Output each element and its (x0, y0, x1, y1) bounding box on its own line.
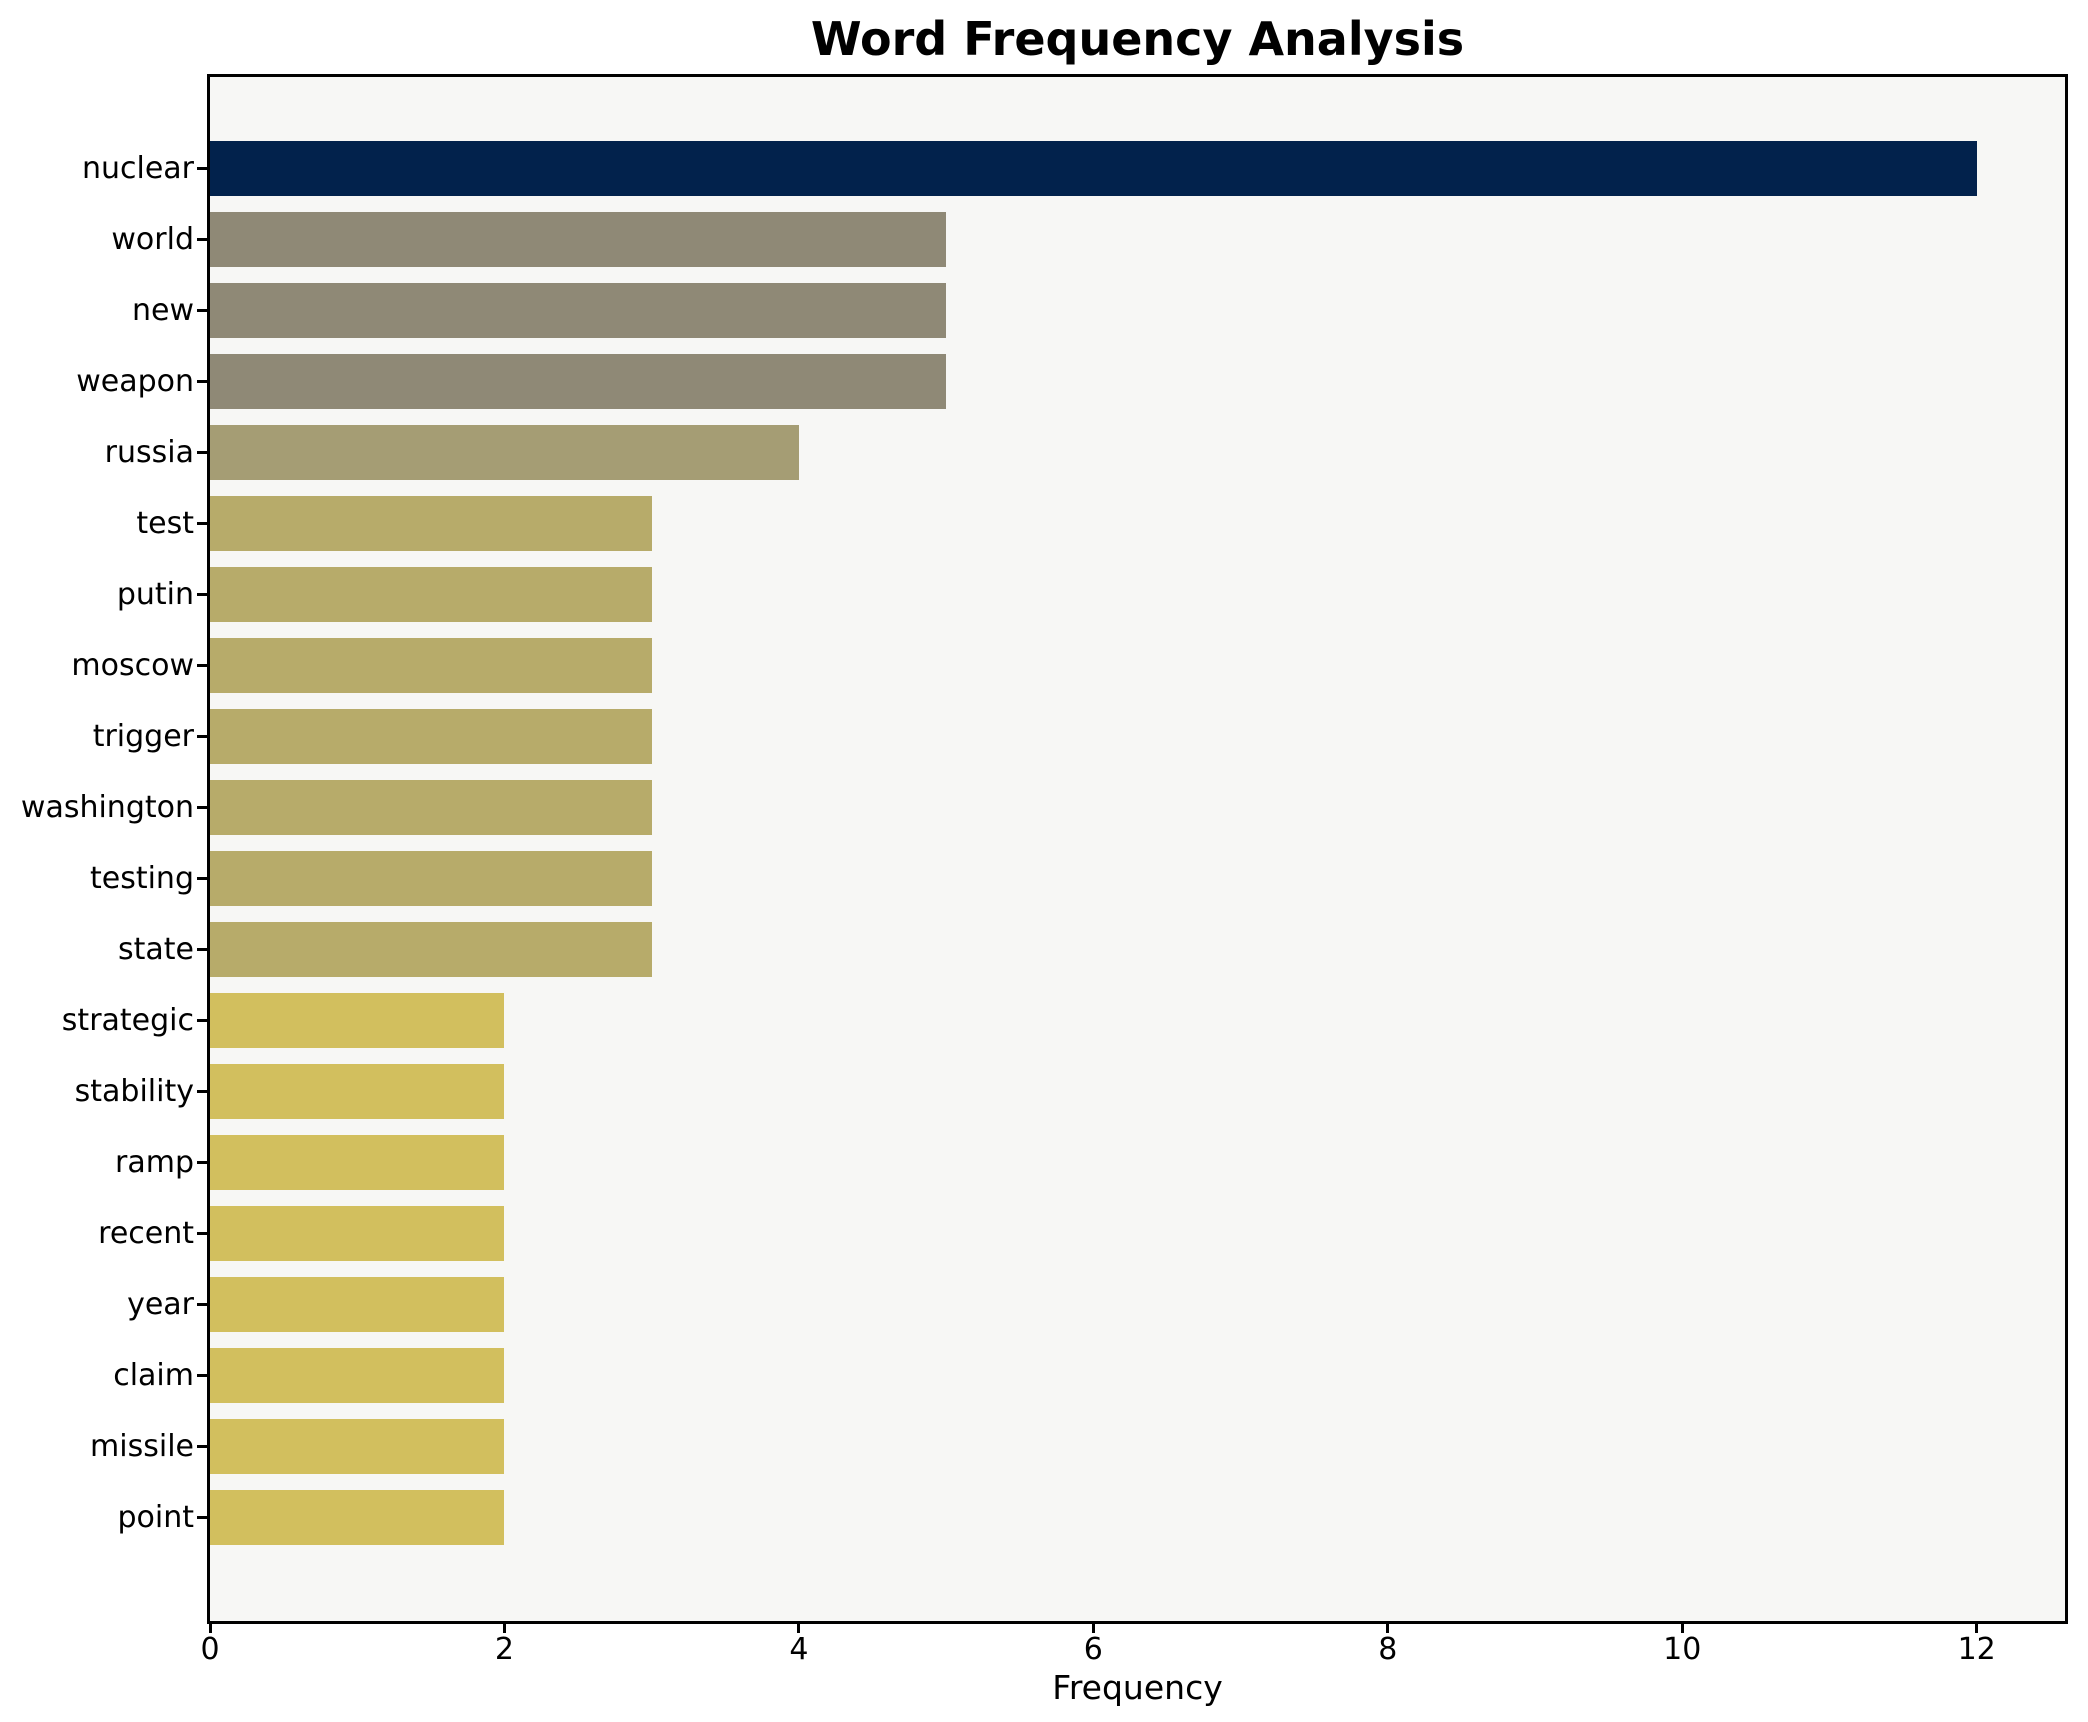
y-tick-label: new (131, 292, 194, 328)
y-tick-mark (197, 238, 207, 241)
bar-row: washington (21, 772, 2065, 843)
bar (210, 567, 652, 622)
x-tick-mark (1975, 1624, 1979, 1633)
y-tick-mark (197, 664, 207, 667)
bar (210, 425, 799, 480)
y-tick-mark (197, 948, 207, 951)
x-tick-mark (1386, 1624, 1390, 1633)
y-tick-label: point (117, 1499, 194, 1535)
y-tick-label: stability (74, 1073, 194, 1109)
x-tick-label: 4 (789, 1632, 809, 1667)
x-tick-mark (1680, 1624, 1684, 1633)
bar (210, 1206, 505, 1261)
y-tick-mark (197, 167, 207, 170)
y-tick-label: state (118, 931, 194, 967)
bar (210, 1064, 505, 1119)
y-tick-mark (197, 1303, 207, 1306)
bar (210, 638, 652, 693)
bar-row: ramp (115, 1127, 2065, 1198)
bar (210, 1490, 505, 1545)
bar (210, 354, 947, 409)
bar (210, 709, 652, 764)
y-tick-mark (197, 380, 207, 383)
bar-row: russia (105, 417, 2065, 488)
bar-row: claim (113, 1340, 2065, 1411)
y-tick-label: putin (116, 576, 194, 612)
bar-row: missile (90, 1411, 2065, 1482)
x-tick-label: 0 (200, 1632, 220, 1667)
y-tick-label: strategic (61, 1002, 194, 1038)
y-tick-label: test (136, 505, 194, 541)
y-tick-label: recent (98, 1215, 194, 1251)
bar-row: testing (90, 843, 2065, 914)
x-tick-label: 10 (1663, 1632, 1702, 1667)
bar-row: weapon (76, 346, 2065, 417)
bar (210, 141, 1977, 196)
bar-row: test (136, 488, 2065, 559)
bar (210, 496, 652, 551)
y-tick-mark (197, 877, 207, 880)
bar (210, 1135, 505, 1190)
x-tick-mark (1091, 1624, 1095, 1633)
plot-area: Word Frequency Analysis nuclear world new w… (21, 14, 2068, 1704)
bar-row: new (132, 275, 2065, 346)
bar-row: stability (75, 1056, 2065, 1127)
y-tick-label: year (127, 1286, 194, 1322)
bar (210, 922, 652, 977)
y-tick-label: nuclear (81, 150, 194, 186)
bar (210, 1348, 505, 1403)
chart-title: Word Frequency Analysis (810, 12, 1465, 67)
y-tick-label: world (111, 221, 194, 257)
bar (210, 1277, 505, 1332)
bar (210, 851, 652, 906)
y-tick-mark (197, 735, 207, 738)
bar-row: world (111, 204, 2065, 275)
x-tick-mark (208, 1624, 212, 1633)
y-tick-label: testing (89, 860, 194, 896)
y-tick-label: missile (90, 1428, 194, 1464)
y-tick-mark (197, 1090, 207, 1093)
y-tick-mark (197, 1374, 207, 1377)
x-tick-mark (797, 1624, 801, 1633)
y-tick-mark (197, 1232, 207, 1235)
bar (210, 780, 652, 835)
bar-row: year (127, 1269, 2065, 1340)
y-tick-mark (197, 806, 207, 809)
bar-row: putin (117, 559, 2065, 630)
bar-row: state (118, 914, 2065, 985)
x-tick-mark (502, 1624, 506, 1633)
x-tick-label: 12 (1957, 1632, 1996, 1667)
bar-row: recent (98, 1198, 2065, 1269)
bar (210, 212, 947, 267)
y-tick-label: washington (20, 789, 194, 825)
y-tick-label: russia (104, 434, 194, 470)
bar (210, 283, 947, 338)
y-tick-label: weapon (76, 363, 194, 399)
y-tick-mark (197, 309, 207, 312)
y-tick-label: claim (113, 1357, 194, 1393)
y-tick-label: ramp (115, 1144, 194, 1180)
y-tick-mark (197, 1019, 207, 1022)
y-tick-mark (197, 1445, 207, 1448)
y-tick-label: trigger (92, 718, 194, 754)
bar-row: moscow (71, 630, 2065, 701)
x-tick-label: 8 (1378, 1632, 1398, 1667)
x-tick-label: 6 (1083, 1632, 1103, 1667)
bar-row: strategic (62, 985, 2065, 1056)
bar (210, 1419, 505, 1474)
x-tick-label: 2 (494, 1632, 514, 1667)
bars-container: nuclear world new weapon russia test putin mosc… (21, 77, 2065, 1621)
y-tick-mark (197, 1161, 207, 1164)
y-tick-mark (197, 522, 207, 525)
y-tick-mark (197, 451, 207, 454)
y-tick-mark (197, 593, 207, 596)
y-tick-label: moscow (71, 647, 194, 683)
bar-row: trigger (93, 701, 2065, 772)
bar-row: point (117, 1482, 2065, 1553)
y-tick-mark (197, 1516, 207, 1519)
bar (210, 993, 505, 1048)
x-axis-label: Frequency (1052, 1668, 1223, 1707)
bar-row: nuclear (82, 133, 2065, 204)
